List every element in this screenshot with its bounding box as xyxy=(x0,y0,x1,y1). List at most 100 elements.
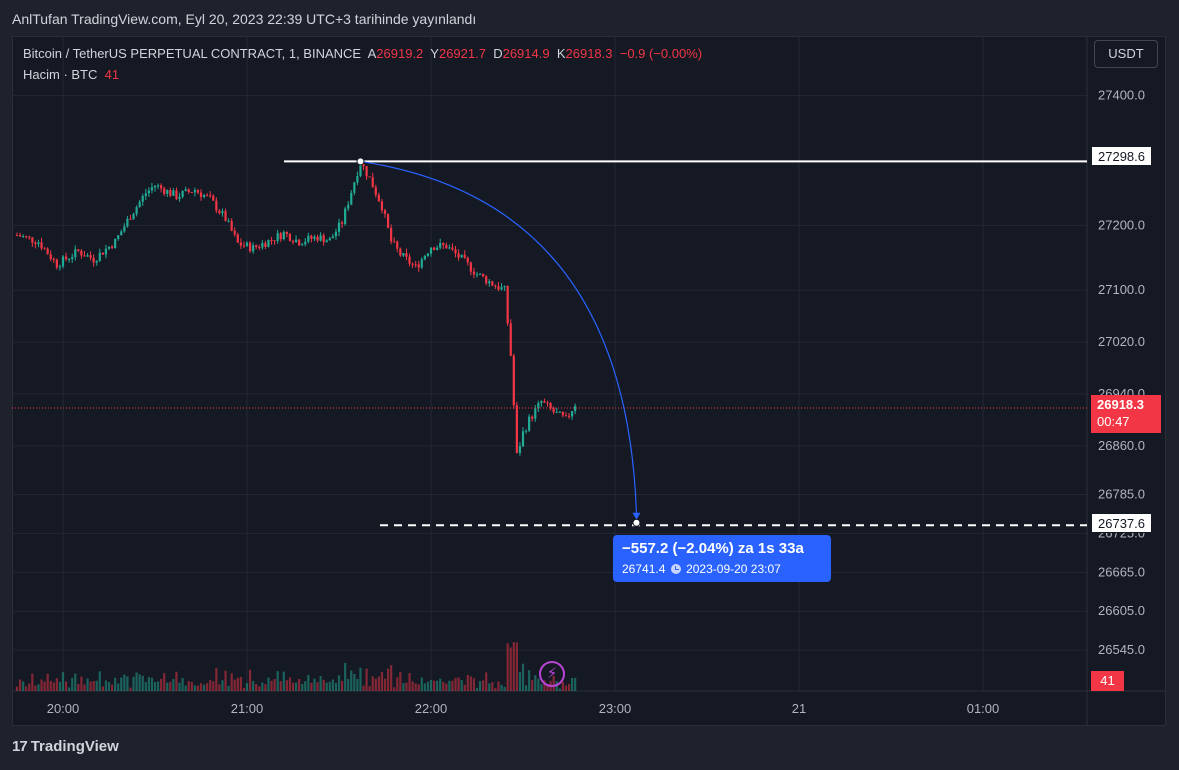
candle-body xyxy=(135,207,138,214)
volume-bar xyxy=(64,681,68,691)
volume-bar xyxy=(126,676,129,691)
measure-tooltip: −557.2 (−2.04%) za 1s 33a 26741.4 2023-0… xyxy=(613,535,831,582)
candle-body xyxy=(233,230,236,235)
high-value: 26921.7 xyxy=(438,46,486,61)
volume-bar xyxy=(52,682,55,691)
price-axis[interactable]: 27400.027200.027100.027020.026940.026860… xyxy=(1098,88,1145,657)
candle-body xyxy=(294,239,298,243)
candle-body xyxy=(512,355,515,406)
volume-bar xyxy=(270,680,273,691)
price-tag-bottom: 26737.6 xyxy=(1091,513,1152,533)
candle-body xyxy=(126,218,129,227)
candle-body xyxy=(298,239,301,246)
candle-body xyxy=(396,241,399,249)
candle-body xyxy=(230,220,233,231)
candle-body xyxy=(25,236,28,238)
candle-body xyxy=(107,246,111,249)
candle-body xyxy=(261,243,264,248)
volume-bar xyxy=(429,679,433,691)
volume-bar xyxy=(46,673,49,691)
candle-body xyxy=(77,249,80,251)
open-label: A xyxy=(367,46,377,61)
candle-body xyxy=(347,204,350,209)
candle-body xyxy=(436,247,439,251)
candle-body xyxy=(561,411,564,416)
candle-body xyxy=(245,242,249,246)
candle-body xyxy=(567,415,571,417)
currency-button[interactable]: USDT xyxy=(1094,40,1158,68)
time-axis[interactable]: 20:00 21:00 22:00 23:00 21 01:00 xyxy=(47,701,1000,716)
candle-body xyxy=(282,231,285,240)
volume-bar xyxy=(166,682,169,691)
candle-body xyxy=(43,248,46,250)
measure-datetime: 2023-09-20 23:07 xyxy=(686,562,781,576)
candle-body xyxy=(184,189,187,192)
volume-bar xyxy=(190,681,193,691)
volume-label[interactable]: Hacim · BTC xyxy=(23,67,98,82)
candle-body xyxy=(503,285,506,288)
volume-bar xyxy=(212,681,215,691)
candle-body xyxy=(534,408,537,419)
volume-bar xyxy=(359,667,362,691)
time-tick-label: 22:00 xyxy=(415,701,448,716)
candle-body xyxy=(160,185,163,189)
volume-bar xyxy=(104,680,108,691)
candle-body xyxy=(120,231,123,236)
price-chart[interactable]: 27400.027200.027100.027020.026940.026860… xyxy=(12,36,1166,726)
volume-bar xyxy=(120,677,123,691)
time-tick-label: 21 xyxy=(792,701,806,716)
volume-bar xyxy=(515,642,518,691)
candle-body xyxy=(58,266,62,268)
tradingview-brand[interactable]: 17 TradingView xyxy=(12,738,119,755)
candle-body xyxy=(117,235,120,239)
symbol-title[interactable]: Bitcoin / TetherUS PERPETUAL CONTRACT, 1… xyxy=(23,46,362,61)
candle-body xyxy=(202,195,206,197)
candle-body xyxy=(371,177,374,188)
volume-bar xyxy=(236,677,239,691)
candle-body xyxy=(374,187,377,195)
volume-bar xyxy=(347,678,350,691)
candle-body xyxy=(319,235,322,241)
volume-bar xyxy=(439,678,442,691)
volume-bar xyxy=(233,679,236,691)
volume-bar xyxy=(564,685,568,691)
volume-tag: 41 xyxy=(1091,671,1124,691)
volume-bar xyxy=(316,682,319,691)
volume-bar xyxy=(58,681,62,691)
candle-body xyxy=(340,222,344,224)
volume-bar xyxy=(451,680,454,691)
volume-bar xyxy=(123,674,126,691)
volume-bar xyxy=(325,682,328,691)
candle-body xyxy=(310,235,313,239)
volume-bar xyxy=(475,687,479,691)
candle-body xyxy=(408,256,411,264)
volume-bar xyxy=(491,682,494,691)
candle-body xyxy=(175,190,178,200)
volume-bar xyxy=(224,670,227,691)
open-value: 26919.2 xyxy=(376,46,424,61)
volume-legend: Hacim · BTC 41 xyxy=(23,67,119,82)
candle-body xyxy=(337,222,341,232)
candle-body xyxy=(420,259,423,268)
price-tick-label: 27020.0 xyxy=(1098,334,1145,349)
last-price: 26918.3 xyxy=(1097,397,1144,412)
candle-body xyxy=(71,257,74,260)
volume-bar xyxy=(141,675,144,691)
volume-bar xyxy=(362,685,365,691)
candle-body xyxy=(279,233,282,240)
volume-bar xyxy=(273,679,276,691)
volume-bar xyxy=(350,670,353,691)
volume-bar xyxy=(334,682,338,691)
low-label: D xyxy=(493,46,503,61)
volume-bar xyxy=(417,684,420,691)
candle-body xyxy=(270,239,273,241)
candle-body xyxy=(31,237,34,243)
volume-bar xyxy=(160,678,163,691)
volume-bar xyxy=(132,676,135,691)
volume-bar xyxy=(276,671,279,691)
candle-body xyxy=(540,401,543,404)
lightning-icon[interactable]: ⚡ xyxy=(539,661,565,687)
candle-body xyxy=(304,241,307,245)
candle-body xyxy=(457,253,460,258)
volume-bar xyxy=(460,679,463,691)
